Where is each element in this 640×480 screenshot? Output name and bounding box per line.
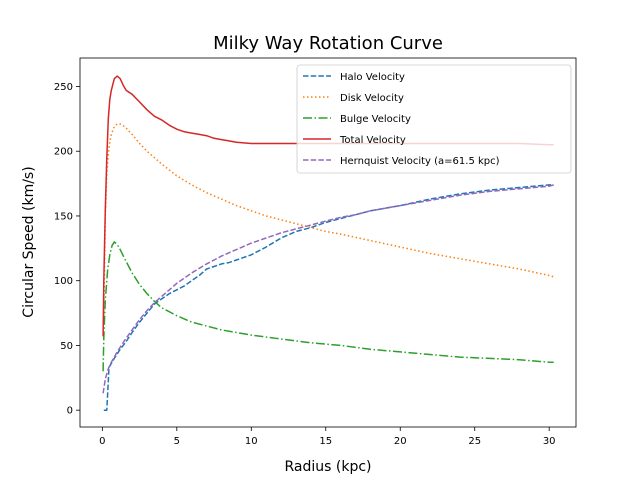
axes: 0 5 10 15 20 25 30 0 50 100 150 200 250 bbox=[54, 82, 556, 447]
y-tick-label: 100 bbox=[54, 276, 73, 287]
x-tick-label: 5 bbox=[174, 436, 180, 447]
legend-label: Total Velocity bbox=[339, 135, 406, 146]
legend-label: Halo Velocity bbox=[340, 72, 405, 83]
x-tick-label: 25 bbox=[468, 436, 481, 447]
series-line-halo-velocity bbox=[103, 184, 554, 411]
series-line-hernquist-velocity-a-61-5-kpc bbox=[102, 184, 554, 394]
y-tick-label: 50 bbox=[60, 341, 73, 352]
legend: Halo Velocity Disk Velocity Bulge Velocity… bbox=[296, 64, 572, 174]
legend-label: Bulge Velocity bbox=[340, 114, 411, 125]
series-line-disk-velocity bbox=[103, 123, 554, 320]
series-line-bulge-velocity bbox=[102, 241, 554, 372]
y-tick-label: 150 bbox=[54, 211, 73, 222]
x-tick-label: 30 bbox=[543, 436, 556, 447]
legend-box bbox=[296, 64, 572, 174]
legend-label: Hernquist Velocity (a=61.5 kpc) bbox=[340, 156, 500, 167]
x-tick-label: 0 bbox=[99, 436, 105, 447]
y-tick-label: 250 bbox=[54, 82, 73, 93]
x-axis-title: Radius (kpc) bbox=[284, 459, 371, 475]
y-axis-title: Circular Speed (km/s) bbox=[21, 166, 37, 317]
y-tick-label: 200 bbox=[54, 147, 73, 158]
chart-title: Milky Way Rotation Curve bbox=[213, 33, 443, 54]
x-tick-label: 15 bbox=[319, 436, 332, 447]
legend-label: Disk Velocity bbox=[340, 93, 404, 104]
x-tick-label: 20 bbox=[394, 436, 407, 447]
plot-frame bbox=[79, 57, 577, 428]
x-tick-label: 10 bbox=[245, 436, 258, 447]
y-tick-label: 0 bbox=[67, 406, 73, 417]
